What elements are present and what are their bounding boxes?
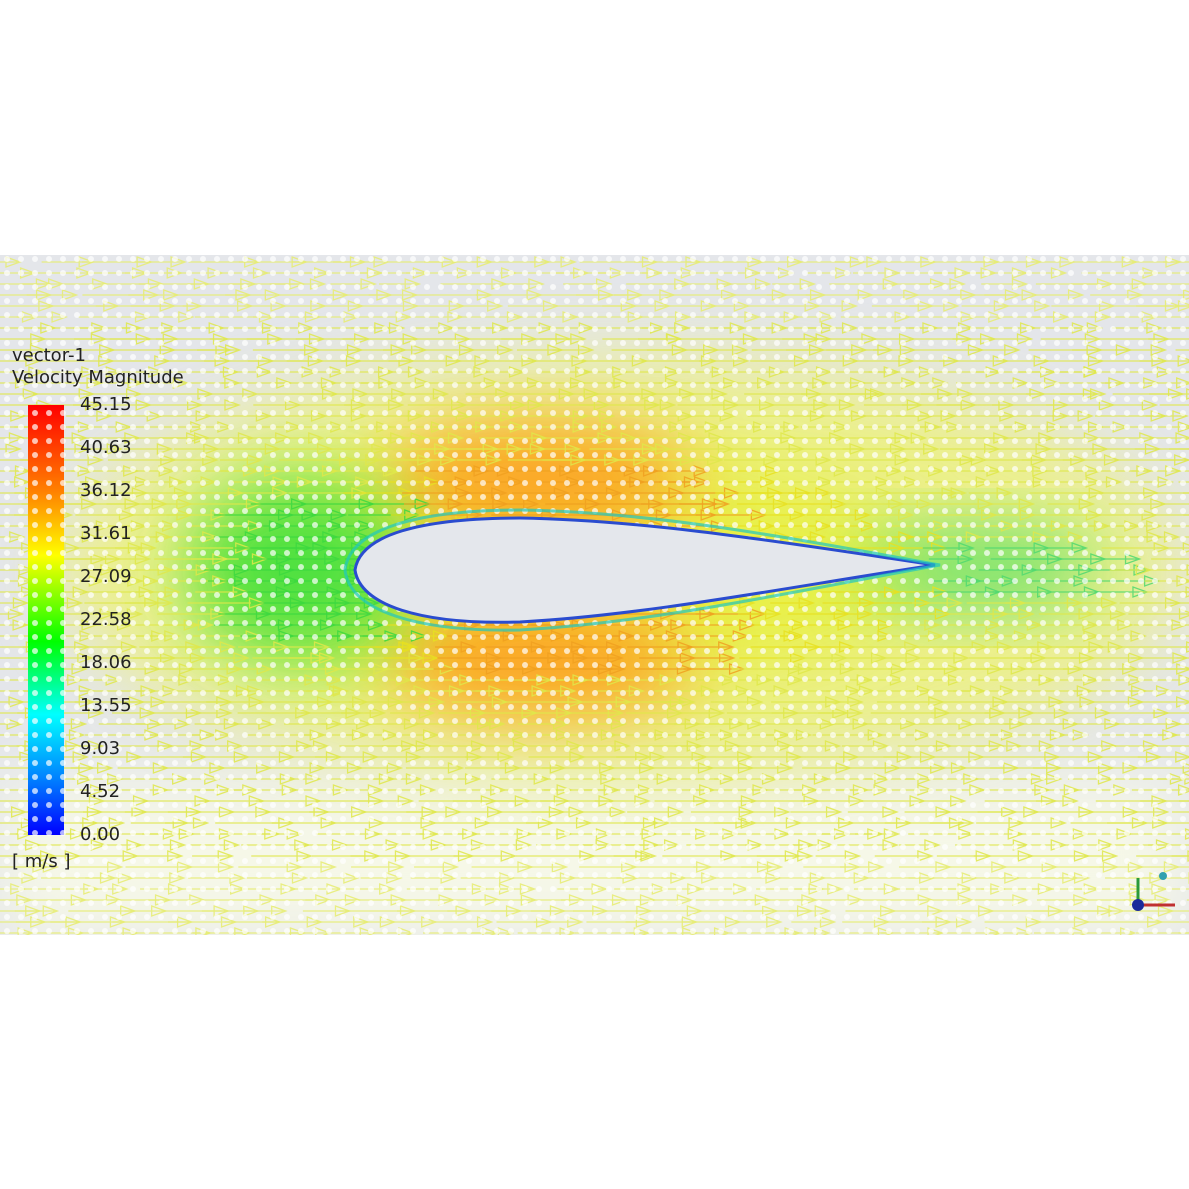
legend-unit: [ m/s ]	[12, 851, 70, 872]
axis-triad	[1132, 872, 1175, 911]
legend-tick-label: 9.03	[80, 738, 120, 759]
legend-ticks: 45.15 40.63 36.12 31.61 27.09 22.58 18.06 13.55…	[80, 394, 132, 845]
legend-title: vector-1	[12, 345, 86, 366]
legend-tick-label: 4.52	[80, 781, 120, 802]
legend-tick-label: 27.09	[80, 566, 132, 587]
legend-tick-label: 13.55	[80, 695, 132, 716]
legend-tick-label: 36.12	[80, 480, 132, 501]
legend-tick-label: 40.63	[80, 437, 132, 458]
legend-tick-label: 31.61	[80, 523, 132, 544]
legend-tick-label: 18.06	[80, 652, 132, 673]
color-bar-dots	[28, 405, 64, 835]
legend-tick-label: 45.15	[80, 394, 132, 415]
airfoil-boundary	[343, 508, 941, 632]
legend-subtitle: Velocity Magnitude	[12, 367, 184, 388]
legend-tick-label: 22.58	[80, 609, 132, 630]
legend-tick-label: 0.00	[80, 824, 120, 845]
